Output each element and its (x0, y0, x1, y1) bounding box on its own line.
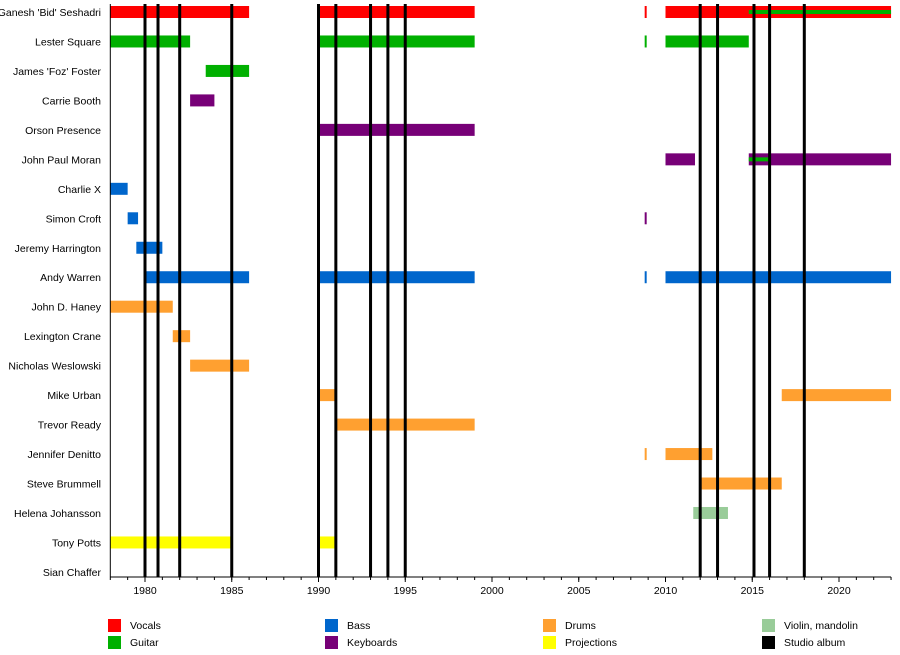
member-bar (665, 271, 892, 284)
member-bar-secondary (748, 157, 770, 162)
x-tick-label: 1995 (394, 585, 418, 597)
member-bar (665, 35, 749, 48)
member-bar (644, 448, 647, 461)
member-label: Steve Brummell (27, 479, 101, 491)
member-bar (110, 300, 173, 313)
member-label: Helena Johansson (14, 508, 101, 520)
member-bar (318, 389, 336, 402)
member-bar (644, 212, 647, 225)
legend: Vocals Bass Drums Violin, mandolin Guitar Key… (108, 619, 858, 649)
member-label: John Paul Moran (22, 154, 102, 166)
member-labels: Ganesh 'Bid' Seshadri Lester Square James … (0, 7, 102, 579)
studio-album-line (334, 4, 338, 577)
member-bar (644, 271, 647, 284)
legend-label: Violin, mandolin (784, 620, 858, 632)
studio-album-line (698, 4, 702, 577)
member-label: Andy Warren (40, 272, 101, 284)
studio-album-line (768, 4, 772, 577)
member-label: John D. Haney (32, 302, 102, 314)
legend-swatch (108, 619, 121, 632)
member-bar (110, 536, 232, 549)
legend-label: Drums (565, 620, 596, 632)
studio-album-line (143, 4, 147, 577)
member-bar (748, 153, 892, 166)
legend-label: Projections (565, 637, 617, 649)
legend-label: Keyboards (347, 637, 397, 649)
member-bar (318, 271, 475, 284)
studio-album-line (403, 4, 407, 577)
studio-album-line (369, 4, 373, 577)
member-bar (318, 536, 336, 549)
x-tick-label: 2015 (741, 585, 765, 597)
member-bar (318, 123, 475, 136)
member-label: Jeremy Harrington (15, 243, 102, 255)
legend-label: Studio album (784, 637, 846, 649)
member-bar (700, 477, 782, 490)
legend-swatch (543, 619, 556, 632)
member-bar (205, 64, 250, 77)
legend-label: Vocals (130, 620, 161, 632)
member-bar (318, 35, 475, 48)
x-axis: 1980 1985 1990 1995 2000 2005 2010 2015 2020 (109, 4, 892, 597)
x-tick-label: 2000 (480, 585, 504, 597)
x-tick-label: 2005 (567, 585, 591, 597)
x-tick-label: 2010 (654, 585, 678, 597)
member-bar (110, 35, 191, 48)
x-tick-label: 1990 (307, 585, 331, 597)
legend-swatch (325, 636, 338, 649)
member-label: James 'Foz' Foster (13, 66, 102, 78)
member-label: Lexington Crane (24, 331, 101, 343)
member-bar (693, 506, 728, 519)
member-bar-secondary (748, 10, 892, 14)
member-label: Ganesh 'Bid' Seshadri (0, 7, 101, 19)
legend-swatch (325, 619, 338, 632)
member-label: Tony Potts (52, 537, 101, 549)
member-bar (172, 330, 191, 343)
legend-swatch (108, 636, 121, 649)
member-label: Jennifer Denitto (27, 449, 101, 461)
legend-swatch (762, 619, 775, 632)
member-bar (136, 241, 163, 254)
member-label: Carrie Booth (42, 95, 101, 107)
member-bar (190, 94, 215, 107)
member-bar (644, 6, 647, 18)
x-tick-label: 2020 (827, 585, 851, 597)
legend-label: Guitar (130, 637, 159, 649)
member-bar (145, 271, 250, 284)
member-bar (644, 35, 647, 48)
legend-label: Bass (347, 620, 370, 632)
member-bar (665, 448, 713, 461)
member-label: Lester Square (35, 36, 101, 48)
studio-album-line (156, 4, 160, 577)
member-bars (110, 6, 892, 549)
studio-album-line (752, 4, 756, 577)
legend-swatch (543, 636, 556, 649)
x-tick-label: 1980 (133, 585, 157, 597)
x-tick-label: 1985 (220, 585, 244, 597)
studio-album-line (716, 4, 720, 577)
member-bar (665, 153, 695, 166)
member-label: Nicholas Weslowski (8, 361, 101, 373)
studio-album-line (802, 4, 806, 577)
member-label: Simon Croft (46, 213, 102, 225)
member-bar (781, 389, 892, 402)
member-label: Charlie X (58, 184, 101, 196)
member-bar (190, 359, 250, 372)
member-label: Sian Chaffer (43, 567, 102, 579)
member-label: Trevor Ready (38, 420, 102, 432)
member-bar (318, 6, 475, 18)
member-bar (127, 212, 139, 225)
member-bar (110, 182, 128, 195)
member-label: Orson Presence (25, 125, 101, 137)
studio-album-line (317, 4, 320, 577)
legend-swatch (762, 636, 775, 649)
studio-album-lines (143, 4, 806, 577)
studio-album-line (386, 4, 390, 577)
member-label: Mike Urban (47, 390, 101, 402)
studio-album-line (178, 4, 182, 577)
studio-album-line (230, 4, 234, 577)
